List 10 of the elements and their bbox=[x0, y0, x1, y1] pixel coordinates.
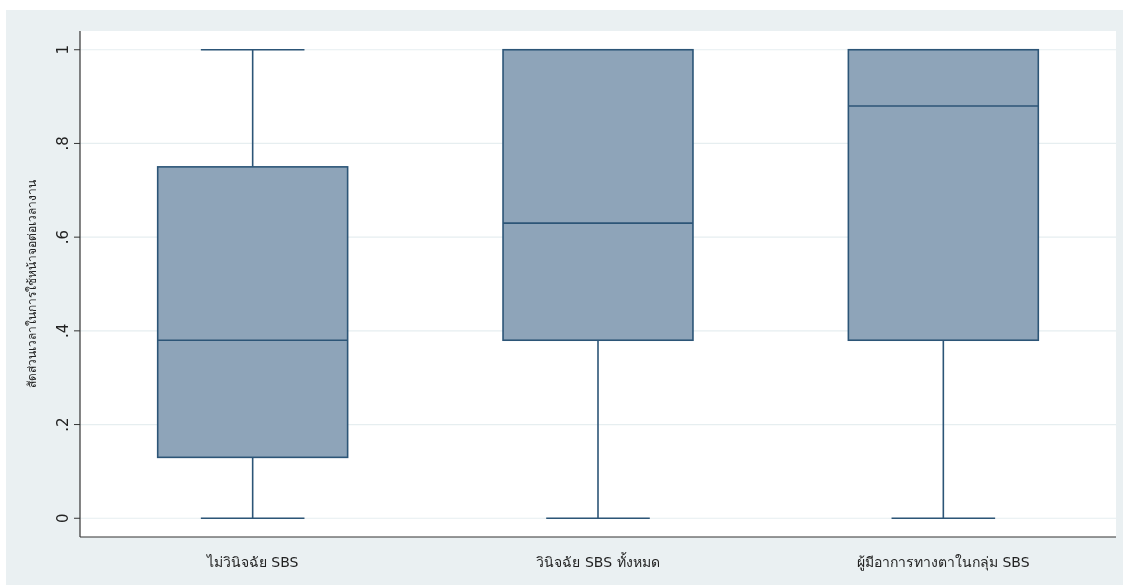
y-tick-label: .4 bbox=[54, 323, 72, 339]
x-tick-label: ผู้มีอาการทางตาในกลุ่ม SBS bbox=[857, 554, 1030, 571]
y-tick-label: .2 bbox=[54, 417, 72, 432]
x-tick-label: วินิจฉัย SBS ทั้งหมด bbox=[536, 552, 660, 570]
y-tick-label: .8 bbox=[54, 136, 72, 151]
y-tick-label: .6 bbox=[54, 229, 72, 245]
x-tick-label: ไม่วินิจฉัย SBS bbox=[205, 554, 299, 570]
y-axis-title: สัดส่วนเวลาในการใช้หน้าจอต่อเวลางาน bbox=[25, 180, 39, 388]
y-tick-label: 0 bbox=[54, 513, 72, 524]
y-tick-label: 1 bbox=[54, 44, 72, 55]
